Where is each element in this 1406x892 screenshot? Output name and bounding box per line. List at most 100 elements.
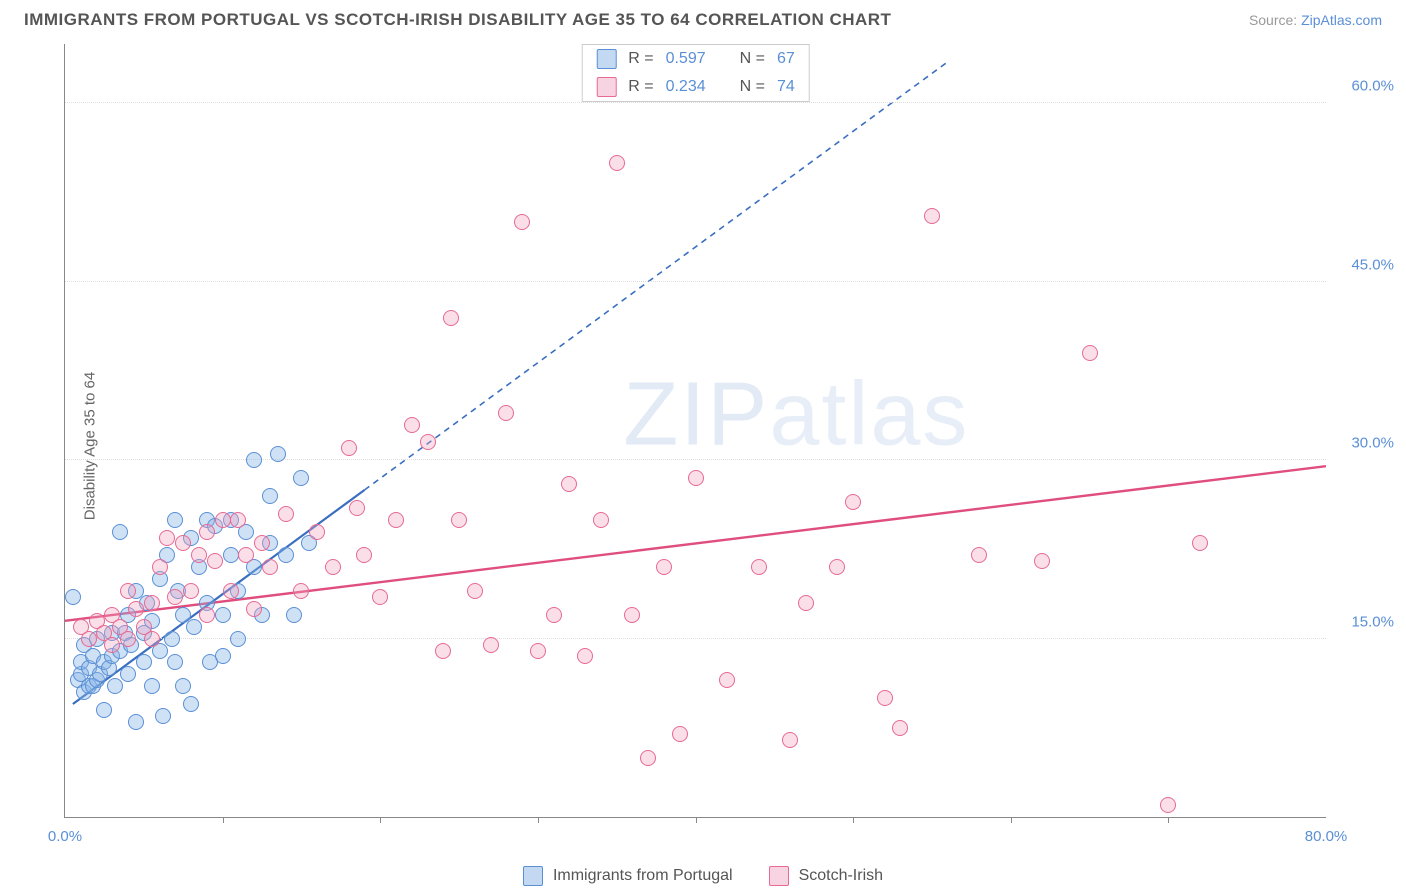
data-point-pink xyxy=(924,208,940,224)
data-point-pink xyxy=(467,583,483,599)
data-point-pink xyxy=(104,637,120,653)
swatch-blue-icon xyxy=(596,49,616,69)
legend-item-scotch-irish: Scotch-Irish xyxy=(769,866,883,886)
gridline xyxy=(65,638,1326,639)
data-point-pink xyxy=(309,524,325,540)
data-point-blue xyxy=(107,678,123,694)
data-point-pink xyxy=(159,530,175,546)
data-point-pink xyxy=(892,720,908,736)
data-point-pink xyxy=(719,672,735,688)
y-tick-label: 60.0% xyxy=(1351,78,1394,95)
data-point-pink xyxy=(372,589,388,605)
data-point-blue xyxy=(164,631,180,647)
data-point-pink xyxy=(388,512,404,528)
data-point-blue xyxy=(167,654,183,670)
data-point-pink xyxy=(254,535,270,551)
data-point-pink xyxy=(207,553,223,569)
data-point-pink xyxy=(624,607,640,623)
data-point-pink xyxy=(829,559,845,575)
data-point-pink xyxy=(183,583,199,599)
x-tick-mark xyxy=(853,817,854,823)
legend-stats-row-blue: R = 0.597 N = 67 xyxy=(582,45,809,73)
data-point-pink xyxy=(546,607,562,623)
data-point-blue xyxy=(144,678,160,694)
data-point-blue xyxy=(65,589,81,605)
data-point-pink xyxy=(530,643,546,659)
x-tick-mark xyxy=(696,817,697,823)
legend-stats: R = 0.597 N = 67 R = 0.234 N = 74 xyxy=(581,44,810,102)
n-label: N = xyxy=(740,78,765,96)
data-point-pink xyxy=(199,607,215,623)
chart-area: Disability Age 35 to 64 ZIPatlas R = 0.5… xyxy=(24,44,1396,848)
data-point-pink xyxy=(877,690,893,706)
data-point-pink xyxy=(577,648,593,664)
data-point-blue xyxy=(278,547,294,563)
source-link[interactable]: ZipAtlas.com xyxy=(1301,12,1382,28)
x-tick-mark xyxy=(223,817,224,823)
data-point-pink xyxy=(230,512,246,528)
legend-label-scotch-irish: Scotch-Irish xyxy=(799,867,883,885)
x-tick-mark xyxy=(1011,817,1012,823)
data-point-blue xyxy=(120,666,136,682)
data-point-blue xyxy=(230,631,246,647)
data-point-pink xyxy=(293,583,309,599)
data-point-pink xyxy=(1192,535,1208,551)
data-point-pink xyxy=(782,732,798,748)
legend-stats-row-pink: R = 0.234 N = 74 xyxy=(582,73,809,101)
data-point-pink xyxy=(672,726,688,742)
data-point-blue xyxy=(215,648,231,664)
data-point-pink xyxy=(798,595,814,611)
data-point-pink xyxy=(215,512,231,528)
data-point-pink xyxy=(144,595,160,611)
data-point-blue xyxy=(246,452,262,468)
watermark: ZIPatlas xyxy=(623,364,969,467)
swatch-blue-icon xyxy=(523,866,543,886)
data-point-blue xyxy=(270,446,286,462)
r-value-blue: 0.597 xyxy=(666,50,706,68)
data-point-pink xyxy=(278,506,294,522)
y-tick-label: 30.0% xyxy=(1351,435,1394,452)
source-attribution: Source: ZipAtlas.com xyxy=(1249,12,1382,28)
data-point-pink xyxy=(144,631,160,647)
data-point-pink xyxy=(688,470,704,486)
data-point-pink xyxy=(238,547,254,563)
data-point-pink xyxy=(120,583,136,599)
trend-lines xyxy=(65,44,1326,817)
data-point-pink xyxy=(593,512,609,528)
data-point-pink xyxy=(971,547,987,563)
x-tick-mark xyxy=(538,817,539,823)
n-value-pink: 74 xyxy=(777,78,795,96)
data-point-pink xyxy=(420,434,436,450)
data-point-pink xyxy=(1082,345,1098,361)
data-point-blue xyxy=(215,607,231,623)
data-point-pink xyxy=(514,214,530,230)
data-point-pink xyxy=(404,417,420,433)
data-point-pink xyxy=(341,440,357,456)
data-point-pink xyxy=(246,601,262,617)
source-prefix: Source: xyxy=(1249,12,1301,28)
data-point-blue xyxy=(128,714,144,730)
x-tick-mark xyxy=(1168,817,1169,823)
data-point-blue xyxy=(186,619,202,635)
chart-title: IMMIGRANTS FROM PORTUGAL VS SCOTCH-IRISH… xyxy=(24,10,891,30)
data-point-pink xyxy=(223,583,239,599)
data-point-pink xyxy=(175,535,191,551)
data-point-pink xyxy=(443,310,459,326)
data-point-pink xyxy=(356,547,372,563)
data-point-pink xyxy=(435,643,451,659)
data-point-pink xyxy=(451,512,467,528)
data-point-blue xyxy=(155,708,171,724)
legend-label-portugal: Immigrants from Portugal xyxy=(553,867,733,885)
data-point-blue xyxy=(262,488,278,504)
r-value-pink: 0.234 xyxy=(666,78,706,96)
gridline xyxy=(65,102,1326,103)
data-point-pink xyxy=(483,637,499,653)
data-point-pink xyxy=(349,500,365,516)
data-point-pink xyxy=(845,494,861,510)
legend-item-portugal: Immigrants from Portugal xyxy=(523,866,733,886)
data-point-pink xyxy=(128,601,144,617)
data-point-blue xyxy=(96,702,112,718)
data-point-pink xyxy=(1034,553,1050,569)
n-value-blue: 67 xyxy=(777,50,795,68)
header-bar: IMMIGRANTS FROM PORTUGAL VS SCOTCH-IRISH… xyxy=(0,0,1406,34)
